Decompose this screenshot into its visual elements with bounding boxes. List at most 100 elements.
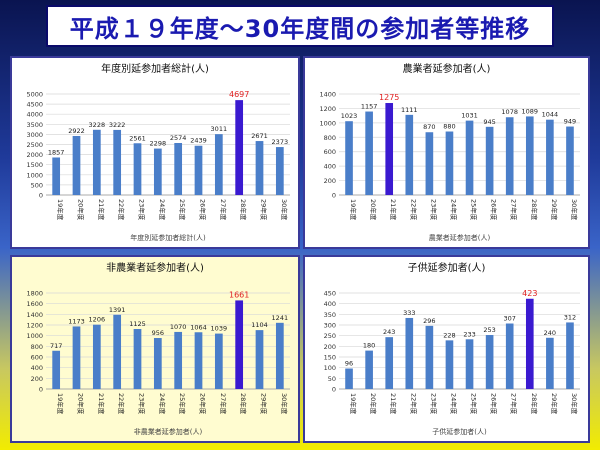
y-tick-label: 1800 (26, 290, 43, 298)
x-tick-label: 25年度 (470, 199, 479, 221)
bar-26年度 (485, 126, 494, 195)
chart-panel-children: 子供延参加者(人) 0 50 100 150 200 250 300 350 400 450 96 19… (303, 255, 590, 443)
bar-28年度 (525, 298, 534, 389)
data-label: 2561 (129, 134, 146, 142)
data-label: 2922 (68, 127, 85, 135)
x-tick-label: 25年度 (178, 393, 187, 415)
x-tick-label: 24年度 (449, 199, 458, 221)
data-label: 3228 (89, 121, 106, 129)
x-tick-label: 29年度 (260, 199, 269, 221)
chart-panel-total: 年度別延参加者総計(人) 0 500 1000 1500 2000 2500 3000 3500… (10, 56, 300, 249)
bar-26年度 (194, 332, 203, 389)
x-tick-label: 21年度 (389, 199, 398, 221)
chart-title: 子供延参加者(人) (408, 261, 486, 274)
bar-23年度 (133, 143, 142, 195)
bar-25年度 (174, 331, 183, 389)
data-label: 1661 (229, 290, 249, 299)
y-tick-label: 1400 (26, 311, 43, 319)
y-tick-label: 4000 (26, 111, 43, 119)
bar-25年度 (465, 120, 474, 195)
bar-28年度 (235, 300, 244, 389)
data-label: 1089 (522, 107, 539, 115)
data-label: 717 (50, 342, 62, 350)
bar-22年度 (113, 314, 122, 389)
x-axis-label: 子供延参加者(人) (432, 427, 487, 436)
x-tick-label: 25年度 (178, 199, 187, 221)
bar-23年度 (425, 132, 434, 195)
data-label: 3011 (211, 125, 228, 133)
y-tick-label: 1500 (26, 161, 43, 169)
x-tick-label: 21年度 (97, 393, 106, 415)
data-label: 1157 (361, 103, 378, 111)
y-tick-label: 250 (324, 332, 336, 340)
bar-19年度 (345, 368, 353, 389)
data-label: 1111 (401, 106, 418, 114)
y-tick-label: 600 (31, 354, 43, 362)
y-tick-label: 3000 (26, 131, 43, 139)
data-label: 1078 (501, 108, 518, 116)
y-tick-label: 800 (324, 134, 336, 142)
data-label: 1044 (542, 111, 559, 119)
y-tick-label: 1400 (319, 91, 336, 99)
data-label: 1039 (211, 325, 228, 333)
y-tick-label: 1200 (26, 322, 43, 330)
x-tick-label: 24年度 (449, 393, 458, 415)
y-tick-label: 1600 (26, 300, 43, 308)
y-tick-label: 5000 (26, 91, 43, 99)
data-label: 2671 (251, 132, 268, 140)
bar-29年度 (546, 119, 554, 195)
bar-23年度 (425, 325, 434, 389)
data-label: 307 (503, 315, 515, 323)
data-label: 1206 (89, 316, 106, 324)
data-label: 228 (443, 331, 455, 339)
data-label: 1125 (129, 320, 146, 328)
y-tick-label: 200 (31, 375, 43, 383)
bar-22年度 (405, 317, 414, 389)
y-tick-label: 400 (324, 300, 336, 308)
y-tick-label: 400 (31, 364, 43, 372)
bar-27年度 (214, 134, 223, 195)
y-tick-label: 0 (39, 386, 43, 394)
bar-20年度 (365, 350, 373, 389)
bar-20年度 (72, 135, 81, 195)
bar-27年度 (505, 323, 514, 389)
bar-22年度 (405, 114, 414, 195)
bar-21年度 (385, 337, 394, 389)
chart-title: 非農業者延参加者(人) (106, 261, 204, 274)
bar-21年度 (92, 324, 101, 389)
data-label: 945 (483, 118, 495, 126)
x-tick-label: 21年度 (97, 199, 106, 221)
bar-25年度 (174, 143, 183, 195)
bar-27年度 (214, 333, 223, 389)
bar-21年度 (385, 103, 394, 195)
y-tick-label: 0 (332, 386, 336, 394)
x-tick-label: 26年度 (199, 199, 208, 221)
x-tick-label: 30年度 (280, 393, 289, 415)
bar-20年度 (365, 111, 373, 195)
chart-title: 年度別延参加者総計(人) (101, 62, 209, 75)
x-tick-label: 25年度 (470, 393, 479, 415)
x-tick-label: 29年度 (550, 199, 559, 221)
bar-27年度 (505, 117, 514, 195)
y-tick-label: 450 (324, 290, 336, 298)
data-label: 1070 (170, 323, 187, 331)
data-label: 2373 (272, 138, 289, 146)
bar-25年度 (465, 339, 474, 389)
data-label: 312 (564, 313, 576, 321)
data-label: 1857 (48, 148, 65, 156)
x-tick-label: 23年度 (429, 393, 438, 415)
y-tick-label: 300 (324, 322, 336, 330)
x-tick-label: 19年度 (349, 393, 358, 415)
y-tick-label: 0 (39, 192, 43, 200)
bar-19年度 (345, 121, 353, 195)
data-label: 949 (564, 118, 576, 126)
x-tick-label: 27年度 (219, 199, 228, 221)
bar-28年度 (525, 116, 534, 195)
y-tick-label: 1000 (26, 171, 43, 179)
chart-non-farmers: 非農業者延参加者(人) 0 200 400 600 800 1000 1200 1400 1600… (26, 261, 290, 436)
x-tick-label: 20年度 (77, 199, 86, 221)
y-tick-label: 0 (332, 192, 336, 200)
x-tick-label: 30年度 (280, 199, 289, 221)
bar-20年度 (72, 326, 81, 389)
x-tick-label: 28年度 (530, 393, 539, 415)
